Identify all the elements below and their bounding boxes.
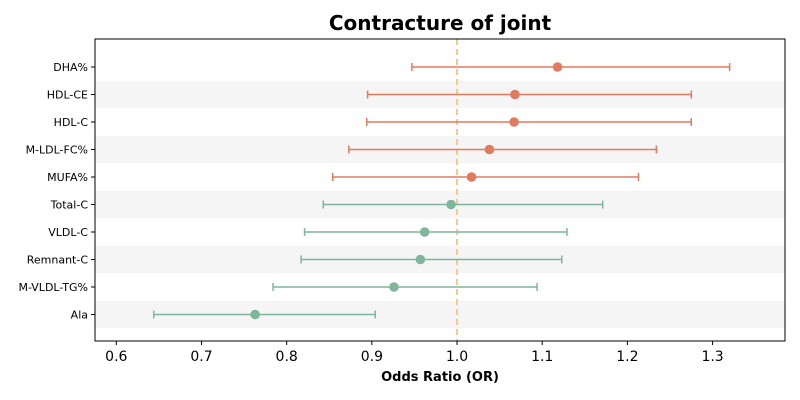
y-tick-label: M-VLDL-TG% (18, 281, 88, 294)
point-estimate (510, 89, 520, 100)
point-estimates (250, 62, 563, 320)
point-estimate (419, 227, 430, 237)
point-estimate (509, 117, 519, 127)
x-tick-label: 1.0 (446, 349, 468, 365)
y-axis: DHA% HDL-CE HDL-C M-LDL-FC% MUFA% Total-C VLDL… (18, 61, 95, 322)
point-estimate (466, 172, 477, 182)
y-tick-label: VLDL-C (48, 226, 88, 239)
error-bars (153, 63, 731, 319)
y-tick-label: HDL-CE (47, 89, 88, 102)
x-axis-label: Odds Ratio (OR) (381, 370, 499, 385)
point-estimate (389, 282, 399, 292)
x-tick-label: 0.9 (361, 349, 383, 365)
y-tick-label: Ala (71, 309, 88, 322)
x-axis: 0.6 0.7 0.8 0.9 1.0 1.1 1.2 1.3 (105, 341, 724, 365)
x-tick-label: 0.8 (276, 349, 298, 365)
x-tick-label: 1.3 (701, 349, 723, 365)
point-estimate (484, 144, 495, 155)
x-tick-label: 1.2 (616, 349, 638, 365)
y-tick-label: MUFA% (47, 171, 88, 184)
y-tick-label: HDL-C (54, 116, 89, 129)
plot-frame (94, 38, 786, 342)
x-tick-label: 0.7 (190, 349, 212, 365)
chart-title: Contracture of joint (329, 11, 552, 35)
y-tick-label: DHA% (53, 61, 88, 74)
y-tick-label: Remnant-C (27, 254, 89, 267)
point-estimate (446, 199, 456, 210)
point-estimate (552, 62, 563, 72)
point-estimate (415, 254, 426, 265)
point-estimate (250, 309, 260, 320)
y-tick-label: Total-C (50, 199, 89, 212)
x-tick-label: 1.1 (531, 349, 553, 365)
x-tick-label: 0.6 (105, 349, 127, 365)
y-tick-label: M-LDL-FC% (26, 144, 88, 157)
